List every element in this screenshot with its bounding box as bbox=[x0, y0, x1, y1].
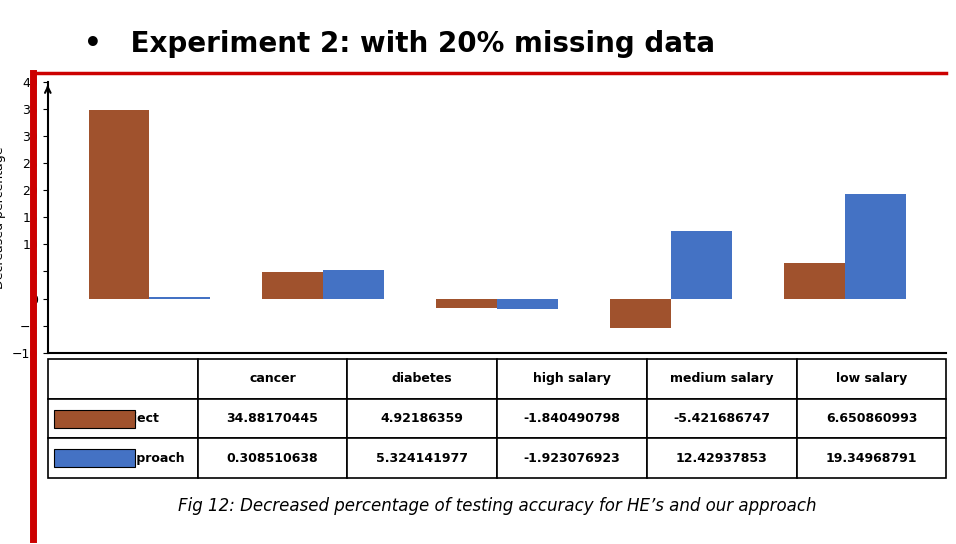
Bar bbox=[54, 449, 135, 467]
Bar bbox=[784, 263, 845, 299]
Bar bbox=[54, 410, 135, 428]
Bar bbox=[497, 299, 558, 309]
Bar bbox=[671, 231, 731, 299]
Bar bbox=[436, 299, 497, 308]
Bar bbox=[323, 270, 384, 299]
Bar bbox=[610, 299, 671, 328]
Bar bbox=[263, 272, 323, 299]
Text: •   Experiment 2: with 20% missing data: • Experiment 2: with 20% missing data bbox=[84, 30, 715, 58]
Text: Fig 12: Decreased percentage of testing accuracy for HE’s and our approach: Fig 12: Decreased percentage of testing … bbox=[178, 497, 816, 515]
Y-axis label: Decreased percentage: Decreased percentage bbox=[0, 146, 6, 289]
Bar bbox=[149, 297, 210, 299]
Bar bbox=[845, 194, 905, 299]
Bar bbox=[89, 110, 149, 299]
